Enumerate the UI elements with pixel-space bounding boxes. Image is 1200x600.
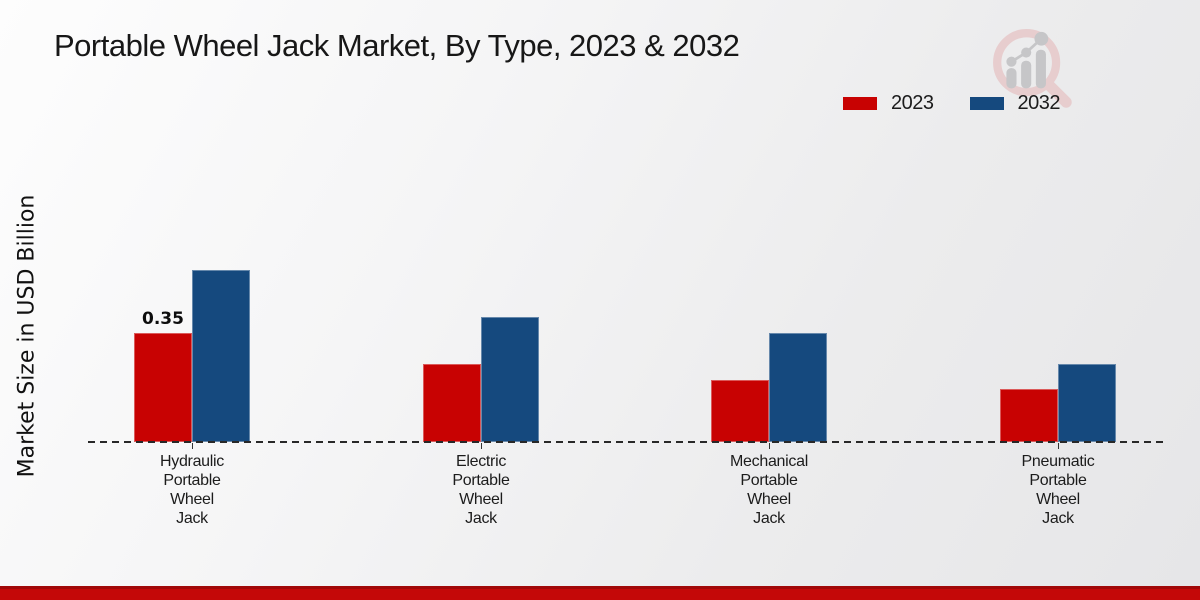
chart-title: Portable Wheel Jack Market, By Type, 202… [54,28,740,63]
x-tick-0 [192,443,193,449]
bar-2032-0 [192,270,250,442]
bar-2032-3 [1058,364,1116,442]
value-label-2023-0: 0.35 [142,309,184,329]
x-category-label-0: Hydraulic Portable Wheel Jack [160,453,224,527]
bar-2023-2 [711,380,769,442]
y-axis-label: Market Size in USD Billion [14,194,40,478]
x-category-label-2: Mechanical Portable Wheel Jack [730,453,808,527]
bar-2032-2 [769,333,827,442]
brand-watermark-icon [993,29,1072,108]
bar-2023-3 [1000,389,1058,442]
x-tick-3 [1058,443,1059,449]
legend-swatch-2023 [843,97,877,110]
legend: 2023 2032 [843,92,1060,115]
bar-2023-1 [423,364,481,442]
x-category-label-1: Electric Portable Wheel Jack [452,453,510,527]
x-category-label-3: Pneumatic Portable Wheel Jack [1021,453,1095,527]
legend-label-2023: 2023 [891,92,934,114]
legend-label-2032: 2032 [1017,92,1061,114]
legend-item-2023: 2023 [843,92,934,115]
bar-2032-1 [481,317,539,442]
zero-baseline-dashed [88,441,1163,443]
x-tick-2 [769,443,770,449]
bar-2023-0 [134,333,192,442]
legend-swatch-2032 [969,97,1004,110]
footer-bar [0,586,1200,600]
x-tick-1 [481,443,482,449]
legend-item-2032: 2032 [969,92,1061,115]
